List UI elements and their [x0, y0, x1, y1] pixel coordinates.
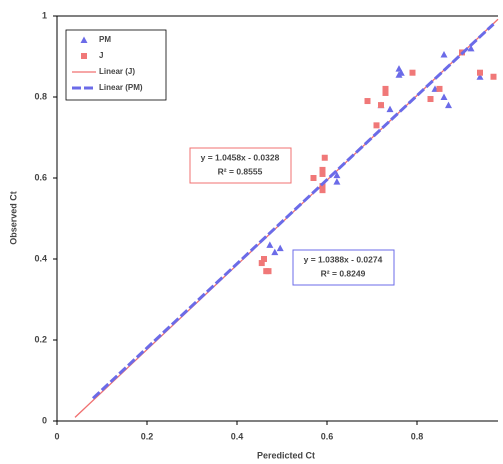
y-axis-title: Observed Ct — [8, 191, 18, 245]
point — [364, 98, 371, 105]
point — [310, 175, 317, 181]
point — [397, 69, 405, 76]
point — [490, 73, 497, 80]
legend-swatch — [81, 53, 87, 59]
x-tick-label: 0 — [54, 431, 59, 441]
point — [373, 122, 380, 129]
point — [382, 85, 389, 92]
annotation-text: y = 1.0388x - 0.0274 — [304, 254, 383, 264]
point — [386, 105, 394, 113]
annotation-text: R² = 0.8555 — [218, 166, 263, 176]
point — [445, 101, 452, 109]
legend-label: J — [99, 51, 103, 60]
point — [319, 183, 326, 190]
point — [321, 154, 328, 161]
point — [467, 44, 475, 52]
point — [276, 244, 284, 252]
point — [440, 50, 448, 58]
point — [271, 248, 279, 256]
point — [258, 260, 265, 267]
point — [319, 170, 326, 177]
x-tick-label: 0.2 — [141, 431, 154, 441]
point — [319, 166, 326, 173]
point — [265, 268, 272, 275]
point — [395, 65, 403, 72]
point — [436, 85, 443, 92]
point — [333, 178, 341, 185]
point — [382, 89, 389, 96]
y-tick-label: 0.6 — [34, 172, 47, 182]
annotation-text: y = 1.0458x - 0.0328 — [201, 152, 280, 162]
y-tick-label: 0 — [42, 415, 47, 425]
point — [378, 102, 384, 109]
point — [440, 93, 448, 100]
legend-swatch — [80, 36, 88, 43]
point — [319, 187, 326, 194]
point — [333, 171, 341, 179]
point — [409, 69, 416, 76]
x-tick-label: 0.8 — [411, 431, 424, 441]
annotation-text: R² = 0.8249 — [321, 268, 366, 278]
trend-line — [91, 23, 495, 400]
x-tick-label: 0.4 — [231, 431, 244, 441]
point — [261, 256, 267, 262]
y-tick-label: 0.8 — [34, 91, 47, 101]
x-tick-label: 0.6 — [321, 431, 334, 441]
y-tick-label: 0.4 — [34, 253, 47, 263]
point — [477, 69, 483, 76]
legend-label: PM — [99, 35, 111, 44]
x-axis-title: Peredicted Ct — [257, 450, 315, 460]
point — [476, 73, 484, 80]
point — [266, 241, 274, 248]
legend-label: Linear (J) — [99, 67, 135, 76]
y-tick-label: 1 — [42, 10, 47, 20]
point — [427, 96, 434, 103]
legend-label: Linear (PM) — [99, 83, 143, 92]
annotation-box — [292, 249, 395, 286]
y-tick-label: 0.2 — [34, 334, 47, 344]
annotation-box — [189, 147, 292, 184]
